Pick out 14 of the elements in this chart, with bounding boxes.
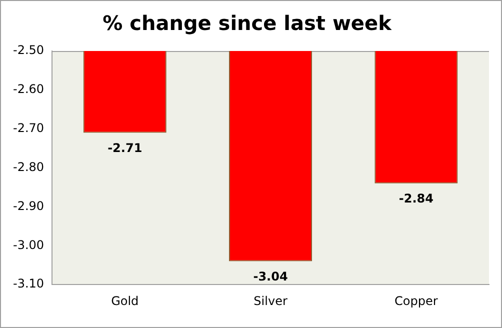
y-tick-label: -3.00 (12, 238, 44, 252)
y-tick-label: -2.70 (12, 120, 44, 135)
x-tick-label: Copper (394, 294, 438, 308)
x-tick-label: Gold (111, 294, 139, 308)
data-label: -2.71 (108, 140, 142, 155)
chart-title: % change since last week (102, 11, 392, 36)
y-tick-label: -2.60 (12, 82, 44, 96)
y-tick-label: -3.10 (12, 276, 44, 291)
y-tick-label: -2.80 (12, 160, 44, 174)
data-label: -3.04 (253, 269, 288, 284)
data-label: -2.84 (398, 192, 434, 206)
x-tick-label: Silver (254, 294, 288, 308)
y-tick-label: -2.90 (12, 198, 44, 213)
y-tick-label: -2.50 (12, 43, 44, 58)
